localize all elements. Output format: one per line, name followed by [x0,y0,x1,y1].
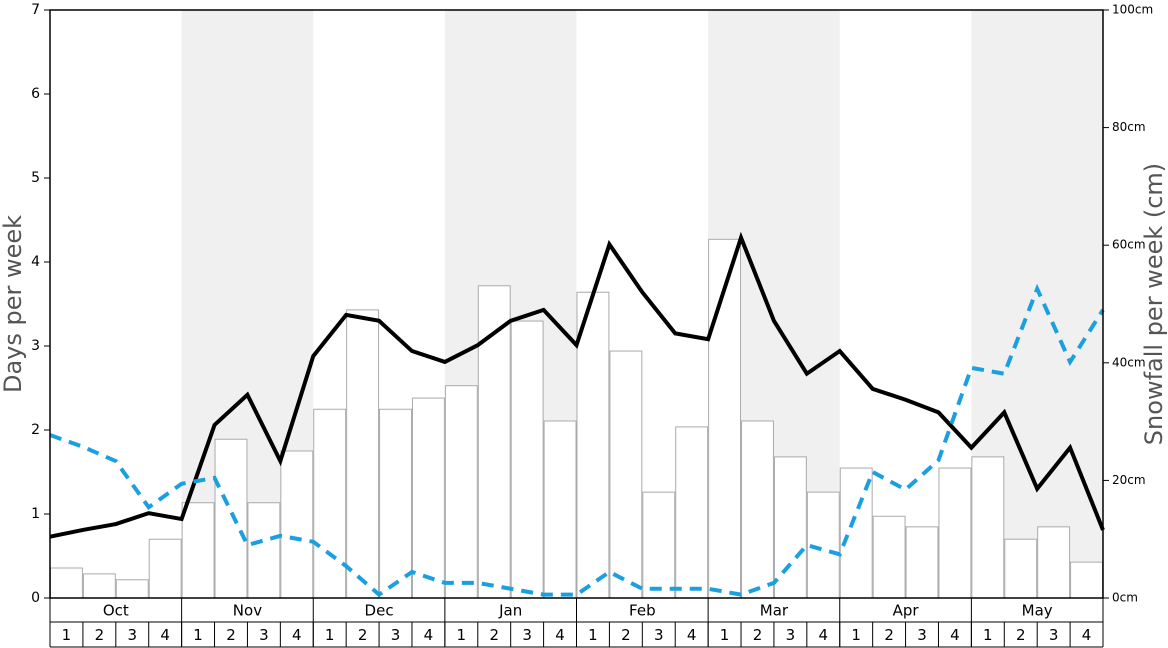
line [49,231,1105,539]
y2-tick-label: 0cm [1112,591,1138,605]
line [49,283,1105,598]
week-label: 2 [621,626,631,644]
week-label: 3 [917,626,927,644]
bar [181,502,215,599]
y2-tick-label: 40cm [1112,355,1146,369]
bar [346,309,380,599]
bar [1070,561,1103,599]
y2-tick-label: 60cm [1112,238,1146,252]
week-label: 2 [358,626,368,644]
week-label: 3 [259,626,269,644]
week-label: 3 [391,626,401,644]
bar [576,291,610,599]
week-label: 1 [720,626,730,644]
week-label: 4 [950,626,960,644]
week-label: 1 [62,626,72,644]
y-tick-label: 7 [31,2,40,18]
week-label: 2 [226,626,236,644]
bar [477,285,511,599]
month-label: Nov [233,602,262,620]
week-label: 1 [325,626,335,644]
week-label: 3 [1049,626,1059,644]
bar [872,515,906,599]
bar [1004,538,1038,599]
y-tick-label: 6 [31,86,40,102]
week-label: 1 [457,626,467,644]
y2-axis-label: Snowfall per week (cm) [1140,163,1168,445]
week-label: 4 [160,626,170,644]
week-label: 2 [1016,626,1026,644]
week-label: 1 [588,626,598,644]
month-label: Jan [498,602,522,620]
month-label: May [1022,602,1053,620]
week-label: 4 [555,626,565,644]
month-label: Dec [365,602,394,620]
week-label: 1 [193,626,203,644]
week-label: 1 [851,626,861,644]
bar [741,420,774,599]
bar [543,420,577,599]
bar [510,320,544,599]
week-label: 2 [489,626,499,644]
y2-tick-label: 80cm [1112,120,1146,134]
bar [148,538,182,599]
y2-tick-label: 20cm [1112,473,1146,487]
week-label: 2 [884,626,894,644]
bar [609,350,643,599]
month-label: Feb [629,602,656,620]
bar [411,397,445,599]
bar [971,456,1005,599]
week-label: 4 [819,626,829,644]
week-label: 4 [292,626,302,644]
month-label: Apr [893,602,920,620]
week-label: 3 [127,626,137,644]
bar [444,385,478,599]
month-label: Mar [760,602,789,620]
y-tick-label: 0 [31,590,40,606]
y-axis-label: Days per week [0,215,27,393]
y-tick-label: 1 [31,506,40,522]
y-tick-label: 2 [31,422,40,438]
bar [214,438,248,599]
bar [905,526,939,599]
bar [773,456,807,599]
y-tick-label: 4 [31,254,40,270]
bar [708,238,742,599]
bar [642,491,676,599]
week-label: 3 [654,626,664,644]
week-label: 4 [1082,626,1092,644]
y-tick-label: 3 [31,338,40,354]
week-label: 4 [687,626,697,644]
week-label: 3 [786,626,796,644]
bar [938,467,972,599]
week-label: 3 [522,626,532,644]
bar [280,450,314,599]
bar [115,579,149,599]
bar [247,502,281,599]
week-label: 1 [983,626,993,644]
bar [82,573,116,599]
y-tick-label: 5 [31,170,40,186]
bar [379,408,412,599]
bar [50,567,83,599]
bar [675,426,709,599]
month-label: Oct [103,602,129,620]
bar [1037,526,1071,599]
week-label: 2 [95,626,105,644]
y2-tick-label: 100cm [1112,3,1153,17]
bar [313,408,347,599]
week-label: 4 [424,626,434,644]
week-label: 2 [753,626,763,644]
